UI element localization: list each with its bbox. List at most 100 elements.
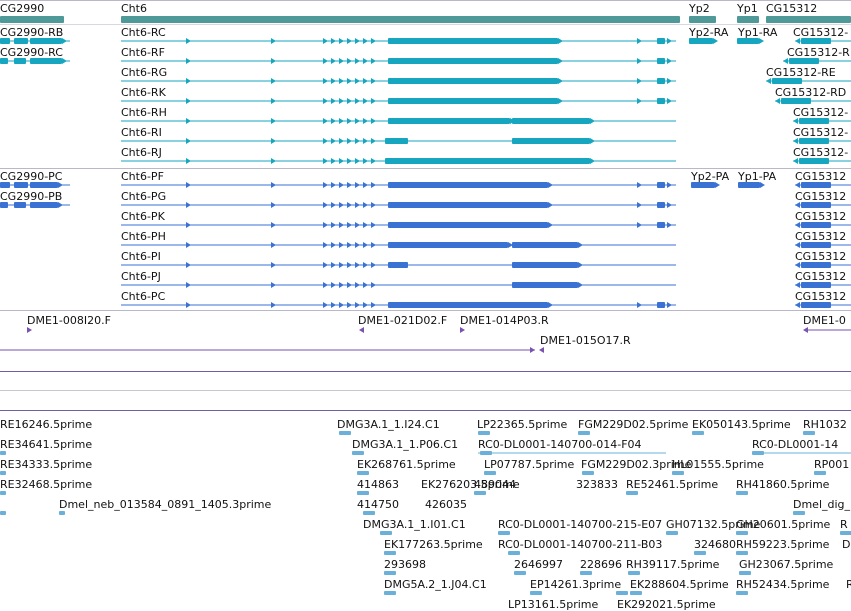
protein-label[interactable]: Cht6-PG: [121, 190, 167, 203]
transcript-label[interactable]: CG2990-RC: [0, 46, 63, 59]
est-label[interactable]: D: [842, 538, 851, 551]
protein-label[interactable]: CG15312: [795, 190, 847, 203]
est-label[interactable]: DMG3A.1_1.I01.C1: [363, 518, 466, 531]
strand-arrow: [460, 327, 465, 333]
protein-label[interactable]: Cht6-PI: [121, 250, 161, 263]
transcript-label[interactable]: Cht6-RH: [121, 106, 167, 119]
transcript-label[interactable]: CG15312-R: [787, 46, 850, 59]
clone-label[interactable]: DME1-015O17.R: [540, 334, 631, 347]
est-label[interactable]: EK288604.5prime: [630, 578, 729, 591]
clone-label[interactable]: DME1-014P03.R: [460, 314, 549, 327]
est-label[interactable]: RC0-DL0001-14: [752, 438, 839, 451]
protein-label[interactable]: CG15312: [795, 170, 847, 183]
transcript-label[interactable]: CG15312-RE: [766, 66, 836, 79]
est-label[interactable]: LP22365.5prime: [477, 418, 568, 431]
est-label[interactable]: RH52434.5prime: [736, 578, 830, 591]
est-label[interactable]: Dmel_neb_013584_0891_1405.3prime: [59, 498, 272, 511]
protein-label[interactable]: CG15312: [795, 270, 847, 283]
protein-label[interactable]: CG2990-PC: [0, 170, 63, 183]
est-label[interactable]: EK276203.5prime: [421, 478, 520, 491]
strand-arrow: [323, 118, 328, 124]
transcript-label[interactable]: CG15312-: [793, 146, 849, 159]
est-label[interactable]: RH1032: [803, 418, 847, 431]
protein-label[interactable]: Yp2-PA: [691, 170, 730, 183]
protein-label[interactable]: CG2990-PB: [0, 190, 63, 203]
est-label[interactable]: DMG3A.1_1.I24.C1: [337, 418, 440, 431]
est-label[interactable]: RE52461.5prime: [626, 478, 719, 491]
est-label[interactable]: 414750: [357, 498, 399, 511]
transcript-label[interactable]: Cht6-RJ: [121, 146, 162, 159]
transcript-label[interactable]: Yp1-RA: [738, 26, 778, 39]
clone-label[interactable]: DME1-008I20.F: [27, 314, 111, 327]
gene-label[interactable]: Yp1: [737, 2, 758, 15]
est-label[interactable]: RC0-DL0001-140700-215-E07: [498, 518, 663, 531]
transcript-label[interactable]: CG15312-RD: [775, 86, 847, 99]
est-label[interactable]: RH39117.5prime: [626, 558, 720, 571]
est-label[interactable]: EK177263.5prime: [384, 538, 483, 551]
protein-label[interactable]: Cht6-PC: [121, 290, 166, 303]
clone-label[interactable]: DME1-0: [803, 314, 846, 327]
est-label[interactable]: RE34333.5prime: [0, 458, 93, 471]
transcript-label[interactable]: Cht6-RI: [121, 126, 162, 139]
est-label[interactable]: DMG5A.2_1.J04.C1: [384, 578, 487, 591]
transcript-label[interactable]: CG15312-: [793, 106, 849, 119]
transcript-label[interactable]: Yp2-RA: [689, 26, 729, 39]
est-label[interactable]: RE34641.5prime: [0, 438, 93, 451]
transcript-label[interactable]: Cht6-RC: [121, 26, 166, 39]
est-label[interactable]: LP07787.5prime: [484, 458, 575, 471]
est-label[interactable]: R: [846, 578, 851, 591]
est-label[interactable]: 489044: [474, 478, 516, 491]
est-label[interactable]: 426035: [425, 498, 467, 511]
est-label[interactable]: GH23067.5prime: [739, 558, 834, 571]
protein-label[interactable]: Cht6-PH: [121, 230, 166, 243]
est-label[interactable]: RE32468.5prime: [0, 478, 93, 491]
strand-arrow: [793, 138, 798, 144]
est-label[interactable]: EP14261.3prime: [530, 578, 622, 591]
transcript-label[interactable]: CG15312-: [793, 126, 849, 139]
est-label[interactable]: 293698: [384, 558, 426, 571]
strand-arrow: [186, 38, 191, 44]
strand-arrow: [508, 242, 513, 248]
clone-label[interactable]: DME1-021D02.F: [358, 314, 448, 327]
est-label[interactable]: FGM229D02.3prime: [581, 458, 692, 471]
transcript-label[interactable]: Cht6-RK: [121, 86, 166, 99]
est-label[interactable]: 228696: [580, 558, 622, 571]
est-label[interactable]: 324680: [694, 538, 736, 551]
est-label[interactable]: EK050143.5prime: [692, 418, 791, 431]
est-label[interactable]: RH41860.5prime: [736, 478, 830, 491]
est-label[interactable]: RH59223.5prime: [736, 538, 830, 551]
protein-label[interactable]: CG15312: [795, 210, 847, 223]
est-label[interactable]: EK268761.5prime: [357, 458, 456, 471]
est-label[interactable]: R: [840, 518, 848, 531]
est-label[interactable]: HL01555.5prime: [672, 458, 764, 471]
protein-label[interactable]: Cht6-PF: [121, 170, 164, 183]
gene-label[interactable]: CG2990: [0, 2, 45, 15]
gene-label[interactable]: Yp2: [689, 2, 710, 15]
gene-label[interactable]: Cht6: [121, 2, 147, 15]
est-label[interactable]: DMG3A.1_1.P06.C1: [352, 438, 459, 451]
est-label[interactable]: RC0-DL0001-140700-211-B03: [498, 538, 663, 551]
exon-block: [737, 38, 759, 44]
transcript-label[interactable]: Cht6-RF: [121, 46, 165, 59]
est-label[interactable]: RP001: [814, 458, 850, 471]
protein-label[interactable]: Cht6-PJ: [121, 270, 161, 283]
est-label[interactable]: GH07132.5prime: [666, 518, 761, 531]
transcript-label[interactable]: CG15312-: [793, 26, 849, 39]
est-label[interactable]: GH20601.5prime: [736, 518, 831, 531]
protein-label[interactable]: Cht6-PK: [121, 210, 165, 223]
est-label[interactable]: FGM229D02.5prime: [578, 418, 689, 431]
est-label[interactable]: RC0-DL0001-140700-014-F04: [478, 438, 642, 451]
protein-label[interactable]: CG15312: [795, 230, 847, 243]
protein-label[interactable]: CG15312: [795, 250, 847, 263]
transcript-label[interactable]: Cht6-RG: [121, 66, 168, 79]
est-label[interactable]: 323833: [576, 478, 618, 491]
est-label[interactable]: Dmel_dig_: [793, 498, 851, 511]
strand-arrow: [186, 202, 191, 208]
gene-label[interactable]: CG15312: [766, 2, 818, 15]
protein-label[interactable]: Yp1-PA: [738, 170, 777, 183]
est-label[interactable]: 2646997: [514, 558, 563, 571]
est-label[interactable]: RE16246.5prime: [0, 418, 93, 431]
protein-label[interactable]: CG15312: [795, 290, 847, 303]
transcript-label[interactable]: CG2990-RB: [0, 26, 64, 39]
est-label[interactable]: 414863: [357, 478, 399, 491]
